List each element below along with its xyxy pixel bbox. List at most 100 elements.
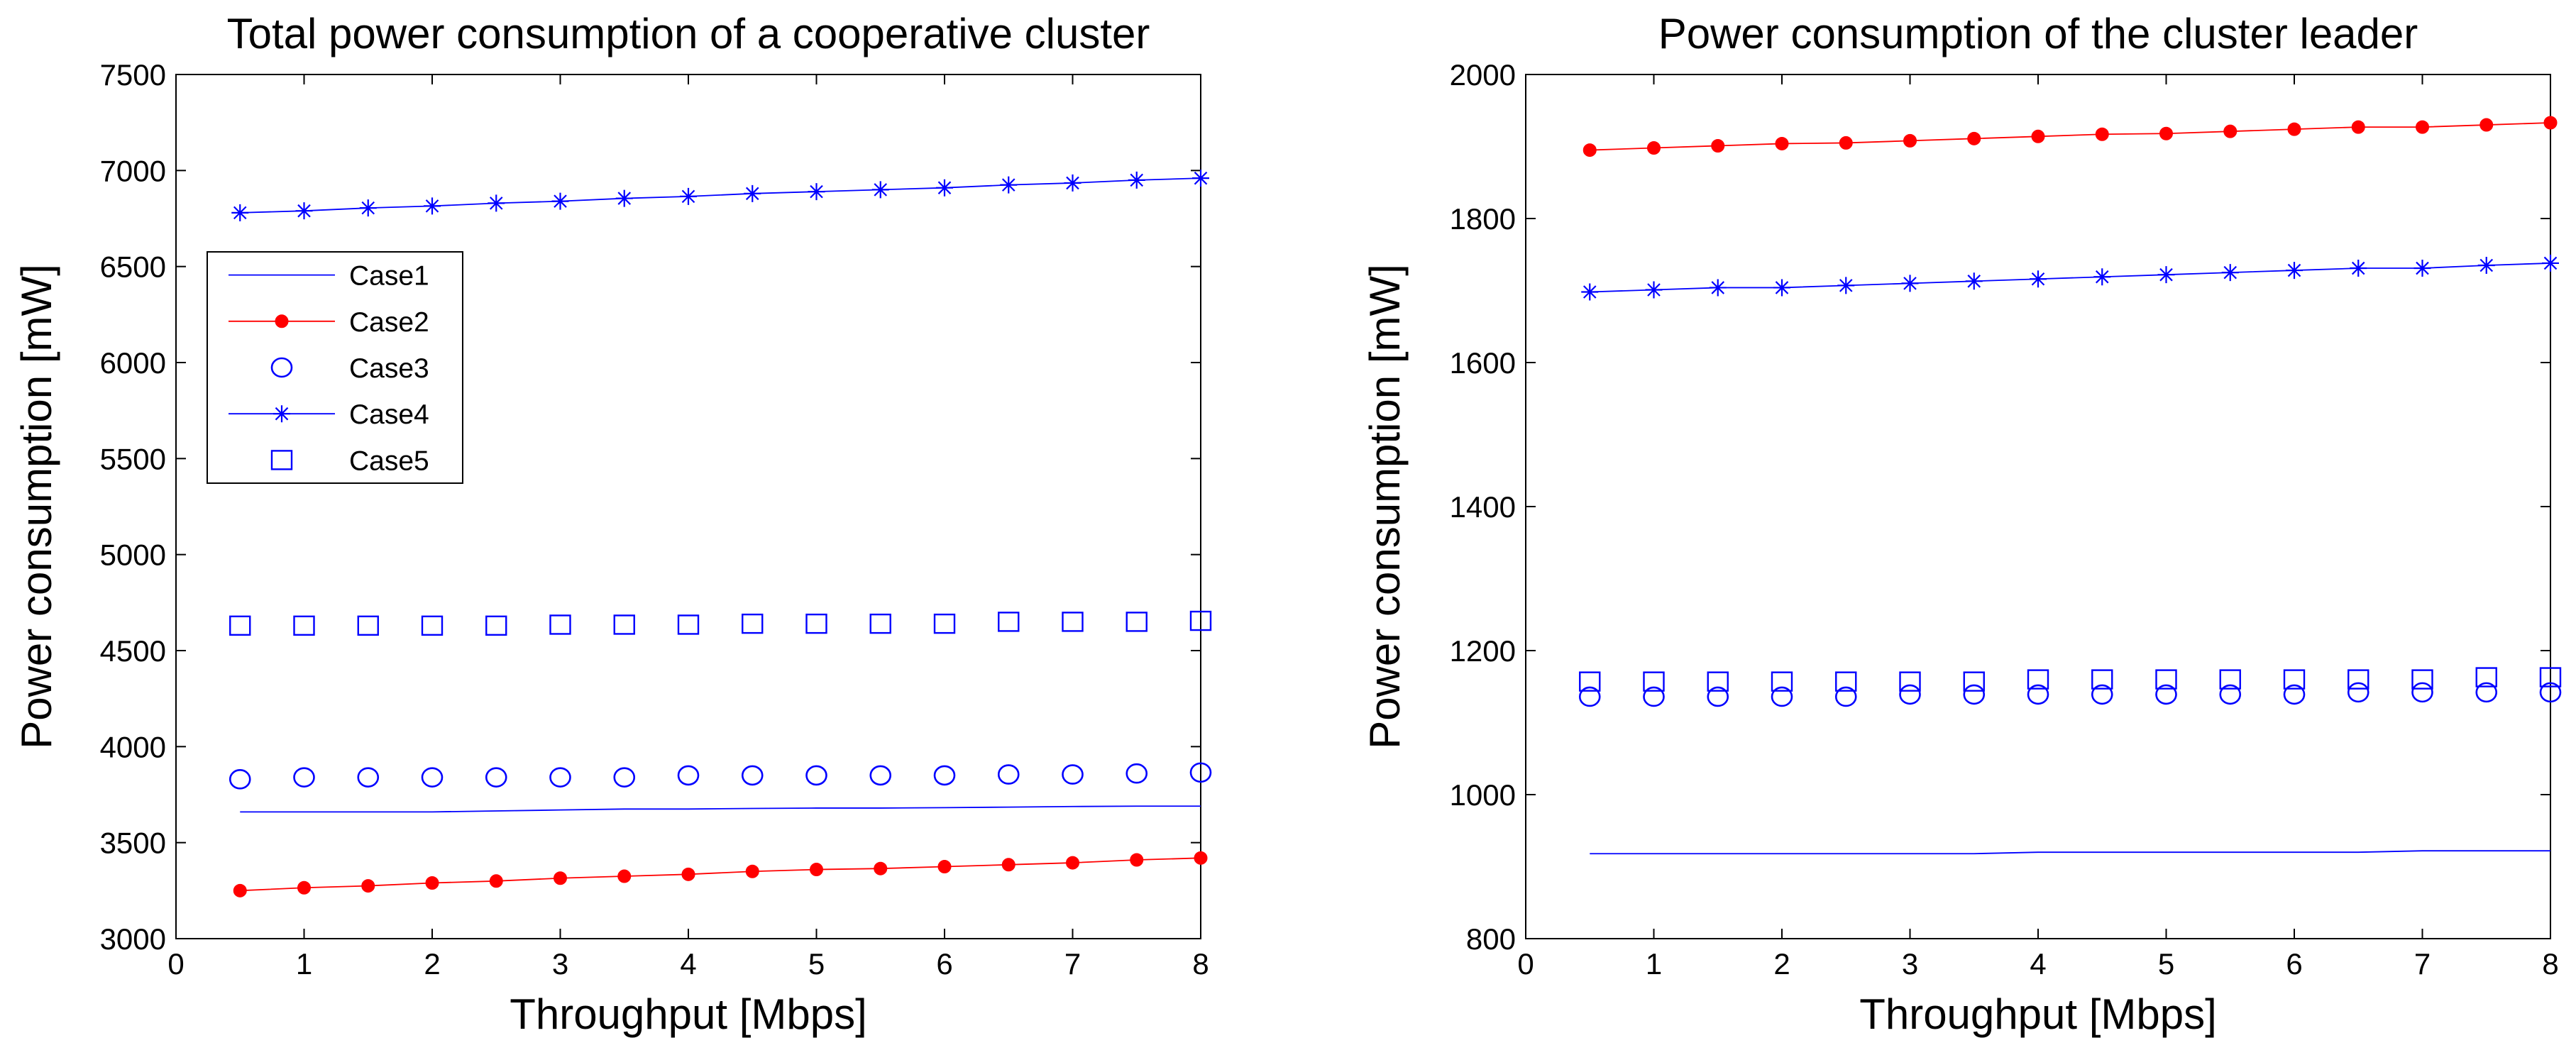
- y-tick-label: 6000: [100, 346, 166, 380]
- data-point-case2: [297, 880, 311, 895]
- data-point-case2: [1647, 141, 1661, 155]
- data-point-case5: [998, 612, 1020, 632]
- data-point-case5: [357, 615, 379, 636]
- data-point-case4: [2157, 266, 2175, 284]
- data-point-case5: [1899, 671, 1921, 692]
- data-point-case2: [554, 871, 567, 885]
- legend-box: [207, 251, 463, 484]
- data-point-case4: [1709, 279, 1727, 297]
- data-point-case2: [233, 883, 247, 897]
- data-point-case3: [1771, 686, 1793, 707]
- x-tick-label: 7: [2414, 947, 2431, 981]
- series-line-case4: [240, 177, 1201, 214]
- data-point-case5: [2347, 669, 2369, 690]
- x-tick-label: 8: [2542, 947, 2558, 981]
- data-point-case2: [2416, 120, 2429, 134]
- x-tick-label: 3: [552, 947, 568, 981]
- data-point-case3: [2539, 682, 2562, 703]
- x-tick-label: 6: [936, 947, 952, 981]
- data-point-case4: [2030, 270, 2047, 288]
- data-point-case5: [2027, 669, 2049, 690]
- series-case3: [1578, 682, 2562, 707]
- data-point-case5: [1579, 671, 1601, 692]
- data-point-case5: [549, 614, 571, 635]
- data-point-case2: [1903, 133, 1917, 148]
- data-point-case4: [808, 183, 825, 201]
- data-point-case4: [1773, 279, 1790, 297]
- legend-marker-case2: [275, 314, 289, 328]
- data-point-case4: [1064, 174, 1081, 192]
- data-point-case4: [2093, 268, 2111, 286]
- data-point-case2: [681, 867, 695, 881]
- x-tick-label: 1: [1646, 947, 1662, 981]
- data-point-case5: [229, 615, 251, 636]
- y-tick-label: 3500: [100, 827, 166, 860]
- x-tick-label: 5: [2158, 947, 2174, 981]
- series-case1: [1590, 850, 2550, 855]
- data-point-case4: [936, 179, 953, 197]
- series-case2: [1583, 116, 2558, 158]
- data-point-case5: [1643, 671, 1665, 692]
- data-point-case2: [810, 863, 823, 877]
- data-point-case2: [1839, 136, 1853, 150]
- data-point-case4: [1192, 170, 1209, 187]
- data-point-case4: [2477, 256, 2495, 274]
- data-point-case3: [677, 765, 700, 786]
- data-point-case2: [1967, 131, 1981, 145]
- data-point-case2: [489, 874, 503, 888]
- y-tick-label: 1600: [1450, 346, 1516, 380]
- x-tick-label: 0: [1517, 947, 1534, 981]
- data-point-case2: [1130, 853, 1144, 867]
- data-point-case5: [1835, 671, 1857, 692]
- x-tick-label: 4: [2030, 947, 2046, 981]
- data-point-case2: [1711, 138, 1725, 153]
- data-point-case3: [2475, 682, 2498, 703]
- x-tick-label: 0: [167, 947, 184, 981]
- data-point-case4: [488, 194, 505, 212]
- data-point-case3: [549, 767, 571, 788]
- x-tick-label: 1: [296, 947, 312, 981]
- legend-marker-case3: [270, 357, 293, 378]
- data-point-case4: [680, 187, 697, 205]
- y-tick-label: 2000: [1450, 58, 1516, 92]
- y-axis-label: Power consumption [mW]: [1361, 264, 1409, 749]
- data-point-case3: [2027, 684, 2049, 705]
- series-case3: [229, 762, 1212, 790]
- y-tick-label: 7000: [100, 154, 166, 187]
- data-point-case2: [1066, 856, 1079, 870]
- y-tick-label: 6500: [100, 250, 166, 284]
- legend-marker-case5: [270, 450, 293, 470]
- data-point-case5: [2475, 667, 2497, 687]
- data-point-case5: [293, 615, 315, 636]
- data-point-case4: [424, 197, 441, 215]
- y-tick-label: 5500: [100, 442, 166, 475]
- data-point-case5: [805, 613, 827, 634]
- data-point-case5: [2091, 669, 2113, 690]
- data-point-case3: [805, 765, 827, 786]
- series-line-case4: [1590, 263, 2551, 293]
- data-point-case4: [1965, 272, 1983, 290]
- data-point-case3: [421, 767, 444, 788]
- data-point-case4: [2413, 260, 2431, 277]
- data-point-case5: [2411, 669, 2433, 690]
- data-point-case2: [1583, 143, 1597, 158]
- plot-area-frame: [1525, 74, 2551, 939]
- x-axis-label: Throughput [Mbps]: [510, 990, 867, 1038]
- y-tick-label: 3000: [100, 922, 166, 956]
- x-tick-label: 7: [1064, 947, 1081, 981]
- data-point-case5: [1771, 671, 1793, 692]
- legend-marker-case4: [273, 405, 290, 423]
- series-case4: [231, 170, 1209, 221]
- data-point-case4: [2542, 254, 2559, 272]
- data-point-case4: [1581, 283, 1599, 301]
- legend-label-case1: Case1: [349, 261, 429, 292]
- data-point-case3: [741, 765, 764, 786]
- data-point-case4: [2221, 264, 2239, 282]
- x-tick-label: 6: [2286, 947, 2302, 981]
- x-tick-label: 8: [1192, 947, 1209, 981]
- data-point-case2: [1001, 858, 1015, 872]
- data-point-case2: [2351, 120, 2365, 134]
- data-point-case3: [869, 765, 892, 786]
- data-point-case5: [1062, 612, 1084, 632]
